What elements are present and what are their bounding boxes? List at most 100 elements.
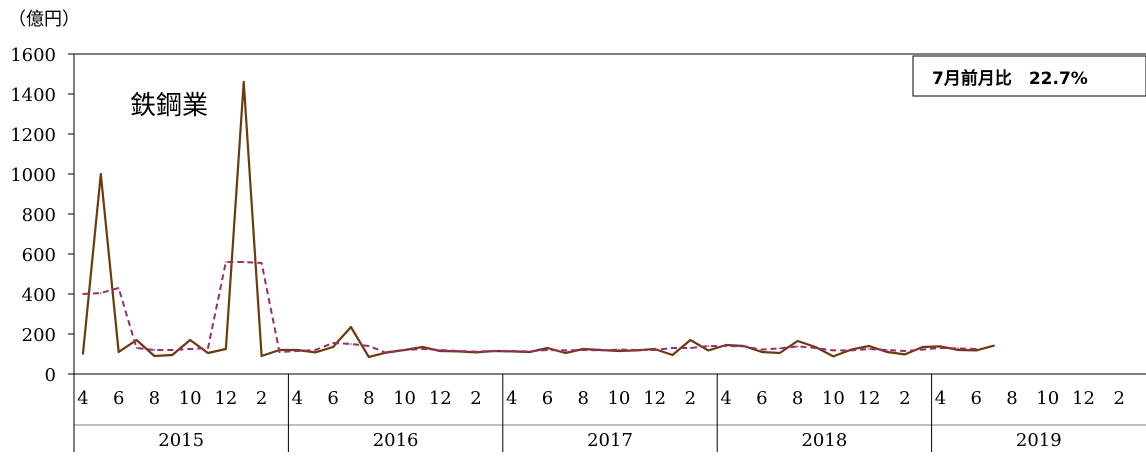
data-point-actual xyxy=(796,340,799,342)
data-point-actual xyxy=(421,346,424,348)
x-tick-label: 4 xyxy=(77,388,88,409)
data-point-trend xyxy=(385,352,388,354)
data-point-trend xyxy=(260,262,263,264)
data-point-actual xyxy=(171,354,174,356)
data-point-trend xyxy=(671,347,674,349)
x-tick-label: 6 xyxy=(971,388,982,409)
data-point-trend xyxy=(636,349,638,351)
series-line-actual xyxy=(81,80,995,359)
x-tick-label: 10 xyxy=(607,388,630,409)
data-point-actual xyxy=(975,349,978,352)
data-point-actual xyxy=(546,347,549,349)
data-point-trend xyxy=(439,349,442,351)
data-point-actual xyxy=(350,326,352,328)
x-tick-label: 6 xyxy=(542,388,553,409)
data-point-trend xyxy=(975,348,978,350)
series-layer xyxy=(81,80,995,359)
data-point-actual xyxy=(832,355,835,358)
data-point-trend xyxy=(689,347,692,349)
data-point-trend xyxy=(135,347,138,349)
data-point-trend xyxy=(564,349,567,352)
data-point-trend xyxy=(493,350,495,352)
data-point-trend xyxy=(868,348,870,350)
data-point-trend xyxy=(832,349,835,352)
data-point-trend xyxy=(904,350,906,352)
data-point-actual xyxy=(868,345,870,347)
y-tick-label: 200 xyxy=(22,325,56,346)
data-point-actual xyxy=(260,355,263,357)
year-label: 2017 xyxy=(587,430,633,451)
data-point-actual xyxy=(207,352,209,354)
x-tick-label: 8 xyxy=(577,388,588,409)
y-tick-label: 400 xyxy=(22,285,56,306)
y-tick-label: 1200 xyxy=(10,125,56,146)
data-point-actual xyxy=(689,339,692,341)
data-point-actual xyxy=(135,339,138,341)
x-tick-label: 6 xyxy=(756,388,767,409)
x-tick-label: 8 xyxy=(363,388,374,409)
data-point-actual xyxy=(332,346,334,348)
data-point-actual xyxy=(993,344,995,347)
x-tick-label: 6 xyxy=(113,388,124,409)
data-point-actual xyxy=(761,351,763,353)
annotation-box-text: 7月前月比 22.7% xyxy=(932,68,1088,89)
annotation-box-frame xyxy=(912,55,1146,97)
data-point-actual xyxy=(671,354,674,356)
y-tick-label: 1400 xyxy=(10,85,56,106)
data-point-actual xyxy=(957,349,960,351)
data-point-trend xyxy=(189,348,191,350)
data-point-trend xyxy=(957,347,960,350)
data-point-trend xyxy=(886,349,888,351)
x-tick-label: 4 xyxy=(292,388,303,409)
data-point-trend xyxy=(761,348,763,351)
x-tick-label: 2 xyxy=(685,388,696,409)
data-point-trend xyxy=(528,350,531,353)
data-point-trend xyxy=(796,345,799,348)
data-point-actual xyxy=(153,355,156,357)
x-tick-label: 2 xyxy=(470,388,481,409)
data-point-trend xyxy=(332,342,334,344)
data-point-trend xyxy=(725,345,727,347)
y-tick-label: 1000 xyxy=(10,165,56,186)
x-tick-label: 4 xyxy=(935,388,946,409)
year-label: 2016 xyxy=(373,430,419,451)
x-tick-label: 8 xyxy=(149,388,160,409)
data-point-trend xyxy=(296,350,299,352)
data-point-trend xyxy=(153,349,156,351)
data-point-actual xyxy=(100,173,102,175)
data-point-actual xyxy=(707,349,710,352)
data-point-actual xyxy=(225,348,227,350)
x-tick-label: 12 xyxy=(643,388,666,409)
data-point-actual xyxy=(314,351,317,354)
data-point-trend xyxy=(278,351,281,353)
data-point-trend xyxy=(707,345,710,347)
data-point-trend xyxy=(225,261,227,263)
x-tick-label: 2 xyxy=(1113,388,1124,409)
x-tick-label: 2 xyxy=(256,388,267,409)
y-tick-label: 0 xyxy=(45,365,56,386)
data-point-trend xyxy=(653,349,656,351)
data-point-actual xyxy=(904,353,906,356)
x-tick-label: 8 xyxy=(1006,388,1017,409)
y-tick-label: 600 xyxy=(22,245,56,266)
data-point-actual xyxy=(618,350,620,352)
data-point-actual xyxy=(368,356,370,358)
data-point-trend xyxy=(814,347,817,349)
data-point-actual xyxy=(242,81,245,83)
series-line-trend xyxy=(82,261,977,354)
data-point-trend xyxy=(171,349,174,351)
unit-label: （億円） xyxy=(8,9,80,30)
data-point-trend xyxy=(82,293,84,295)
data-point-trend xyxy=(403,349,406,351)
data-point-trend xyxy=(421,348,424,350)
x-tick-label: 10 xyxy=(179,388,202,409)
data-point-trend xyxy=(368,345,370,347)
y-tick-label: 1600 xyxy=(10,45,56,66)
year-label: 2015 xyxy=(158,430,204,451)
chart-annotation-title: 鉄鋼業 xyxy=(130,91,208,121)
x-tick-label: 4 xyxy=(720,388,731,409)
x-tick-label: 8 xyxy=(792,388,803,409)
data-point-trend xyxy=(582,349,584,351)
